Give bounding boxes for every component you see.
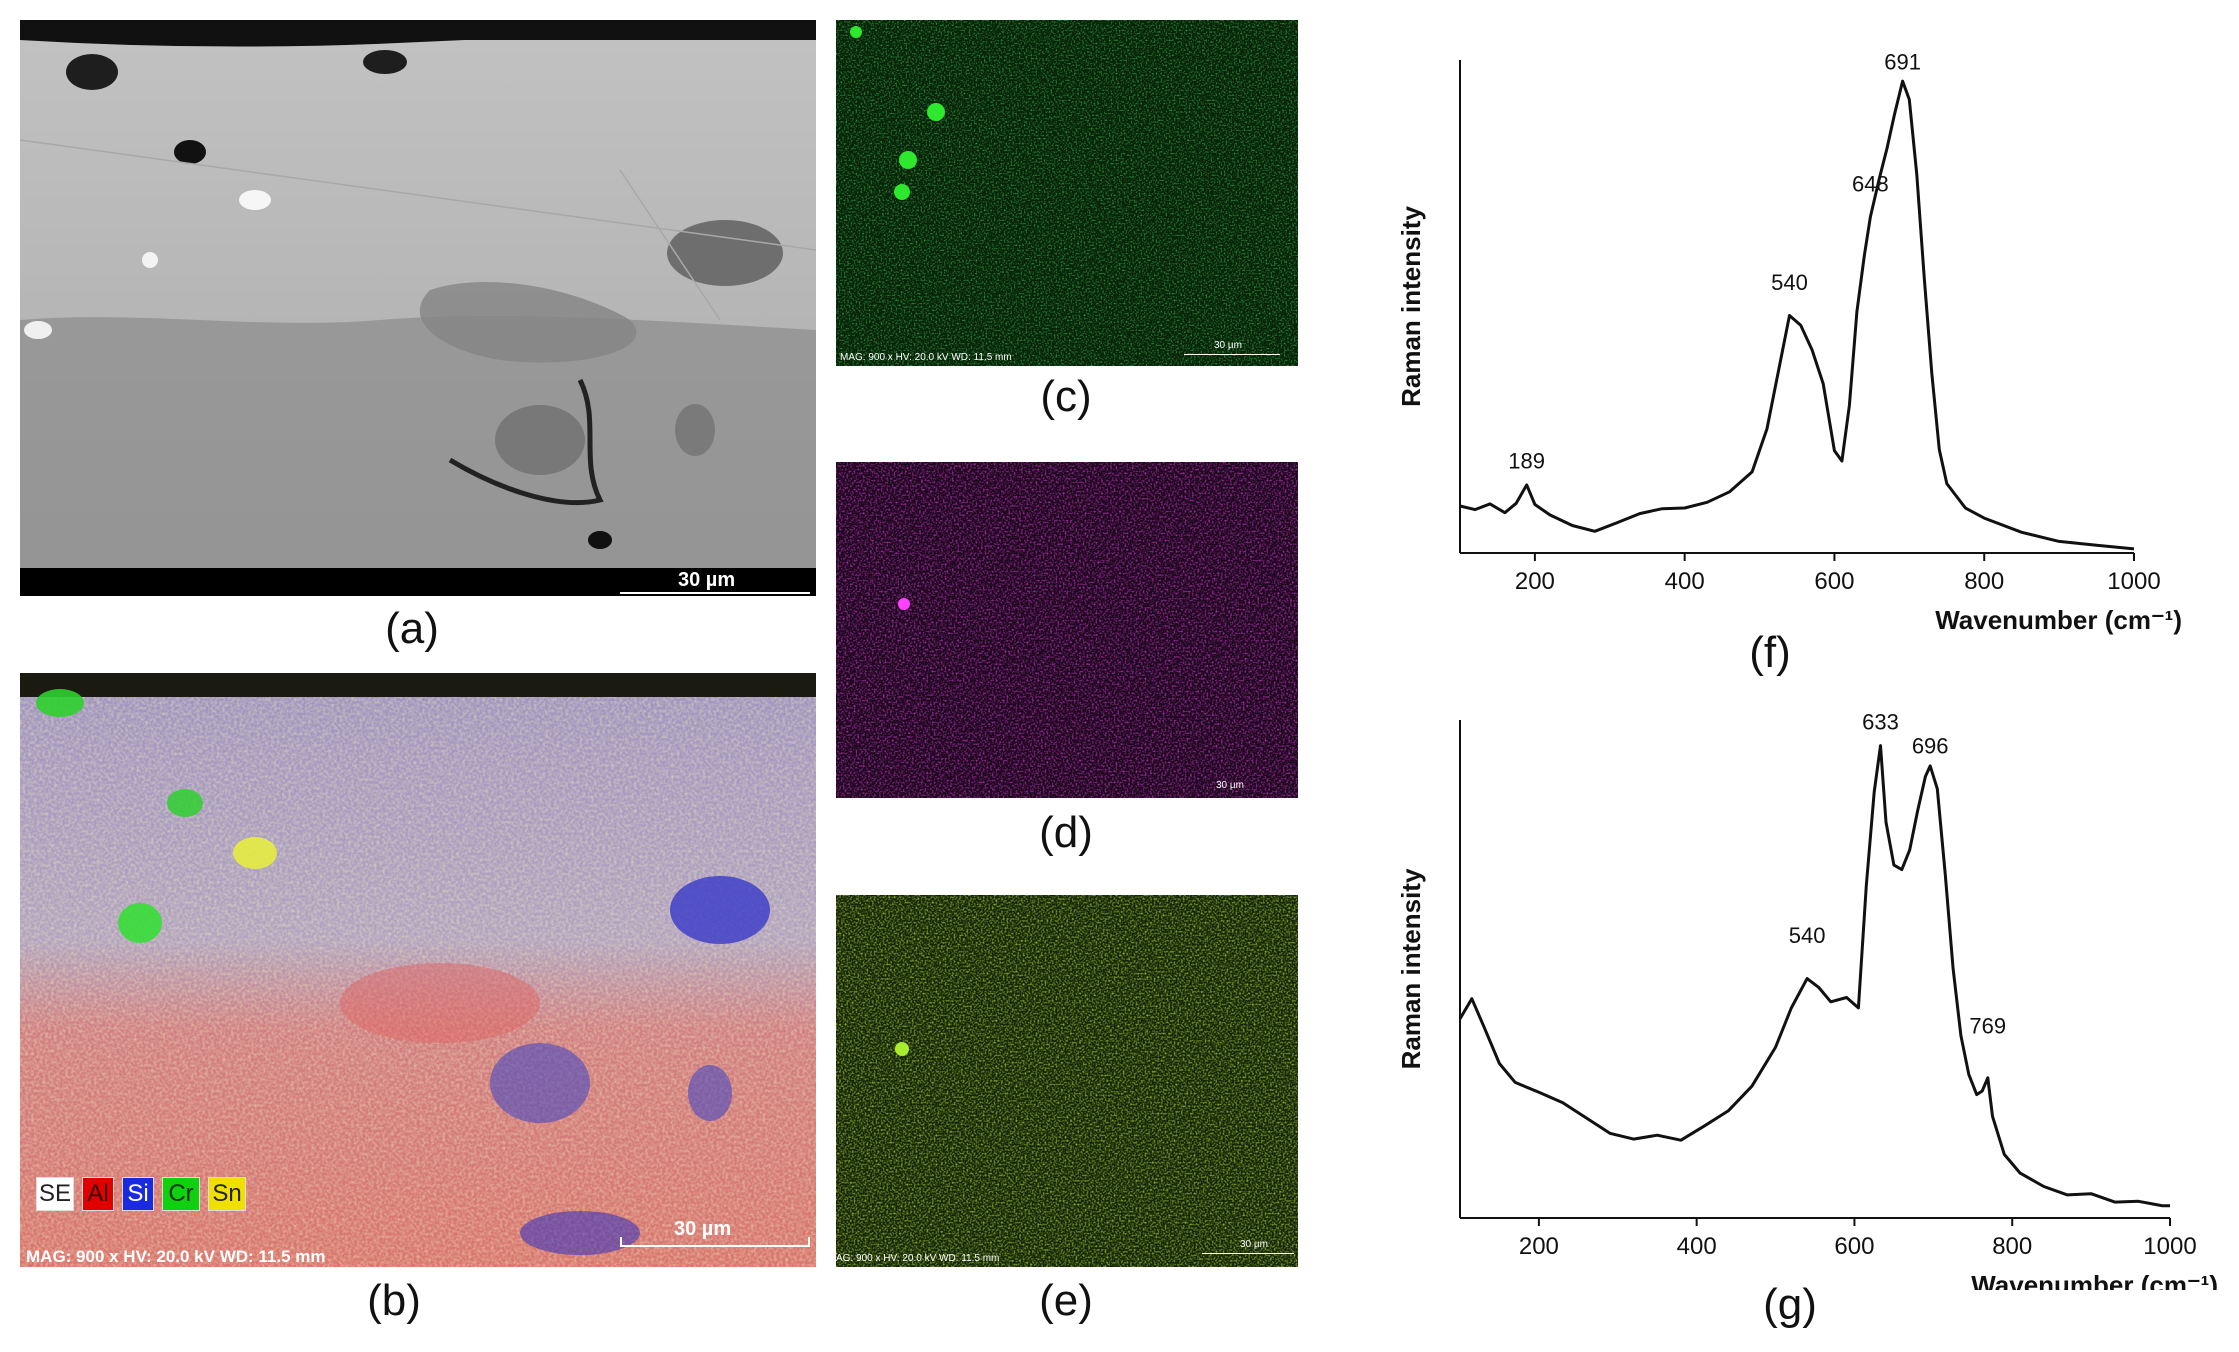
peak-label: 769 (1969, 1013, 2006, 1038)
peak-label: 540 (1771, 270, 1808, 295)
element-map-e-art (836, 895, 1298, 1267)
y-axis-label: Raman intensity (1396, 868, 1426, 1069)
scale-tick-b-right (808, 1237, 810, 1247)
x-tick-label: 200 (1515, 568, 1555, 595)
scale-bar-label-c: 30 µm (1214, 340, 1242, 351)
legend-chip-al: Al (82, 1177, 114, 1211)
panel-label-a: (a) (385, 604, 439, 653)
x-tick-label: 600 (1834, 1233, 1874, 1260)
sem-meta-b: MAG: 900 x HV: 20.0 kV WD: 11.5 mm (26, 1247, 326, 1266)
peak-label: 540 (1789, 923, 1826, 948)
sem-meta-c: MAG: 900 x HV: 20.0 kV WD: 11.5 mm (840, 352, 1012, 363)
panel-d-element-map: 30 µm (836, 462, 1298, 798)
panel-label-f: (f) (1749, 628, 1791, 677)
spectrum-line (1458, 744, 2171, 1208)
x-tick-label: 800 (1992, 1233, 2032, 1260)
scale-bar-label-e: 30 µm (1240, 1239, 1268, 1250)
peak-label: 189 (1508, 449, 1545, 474)
legend-chip-si: Si (122, 1177, 154, 1211)
x-tick-label: 600 (1814, 568, 1854, 595)
panel-label-c: (c) (1040, 372, 1092, 421)
raman-chart-f-svg: 200 400 600 800 1000 189 540 648 691 Wavenumber (… (1396, 49, 2182, 635)
panel-b-eds-overlay: SE Al Si Cr Sn MAG: 900 x HV: 20.0 kV WD: 11… (20, 673, 816, 1267)
panel-label-d: (d) (1039, 808, 1093, 857)
panel-a-sem-image: 30 µm (20, 20, 816, 596)
sem-micrograph-art (20, 20, 816, 596)
x-tick-label: 800 (1964, 568, 2004, 595)
scale-tick-b-left (620, 1237, 622, 1247)
element-legend: SE Al Si Cr Sn (36, 1177, 266, 1211)
peak-label: 648 (1852, 172, 1889, 197)
scale-bar-c (1184, 354, 1280, 355)
x-tick-label: 400 (1665, 568, 1705, 595)
x-axis-label: Wavenumber (cm⁻¹) (1935, 605, 2182, 635)
raman-chart-g: 200 400 600 800 1000 540 633 696 769 Wavenumber (… (1380, 700, 2230, 1300)
panel-e-element-map: AG: 900 x HV: 20.0 kV WD: 11.5 mm 30 µm (836, 895, 1298, 1267)
scale-bar-b (620, 1245, 810, 1247)
peak-label: 691 (1884, 49, 1921, 74)
raman-chart-f: 200 400 600 800 1000 189 540 648 691 Wavenumber (… (1380, 40, 2230, 640)
panel-c-element-map: MAG: 900 x HV: 20.0 kV WD: 11.5 mm 30 µm (836, 20, 1298, 366)
sem-info-bar (20, 568, 816, 596)
x-tick-label: 200 (1519, 1233, 1559, 1260)
scale-bar-label-b: 30 µm (674, 1218, 732, 1240)
eds-overlay-art (20, 673, 816, 1267)
y-axis-label: Raman intensity (1396, 206, 1426, 407)
panel-label-b: (b) (367, 1276, 421, 1325)
panel-label-e: (e) (1039, 1276, 1093, 1325)
legend-chip-cr: Cr (162, 1177, 200, 1211)
peak-label: 696 (1912, 733, 1949, 758)
spectrum-line (1459, 79, 2135, 551)
scale-bar-a (620, 592, 810, 594)
element-map-c-art (836, 20, 1298, 366)
x-axis-label: Wavenumber (cm⁻¹) (1971, 1270, 2218, 1290)
legend-chip-sn: Sn (208, 1177, 246, 1211)
legend-chip-se: SE (36, 1177, 74, 1211)
scale-bar-label-d: 30 µm (1216, 780, 1244, 791)
x-tick-label: 400 (1677, 1233, 1717, 1260)
peak-label: 633 (1862, 710, 1899, 735)
scale-bar-label-a: 30 µm (678, 569, 736, 591)
x-tick-label: 1000 (2143, 1233, 2196, 1260)
raman-chart-g-svg: 200 400 600 800 1000 540 633 696 769 Wavenumber (… (1396, 710, 2218, 1300)
scale-bar-e (1202, 1253, 1294, 1254)
x-tick-label: 1000 (2107, 568, 2160, 595)
sem-meta-e: AG: 900 x HV: 20.0 kV WD: 11.5 mm (836, 1253, 1000, 1264)
element-map-d-art (836, 462, 1298, 798)
panel-label-g: (g) (1763, 1280, 1817, 1329)
